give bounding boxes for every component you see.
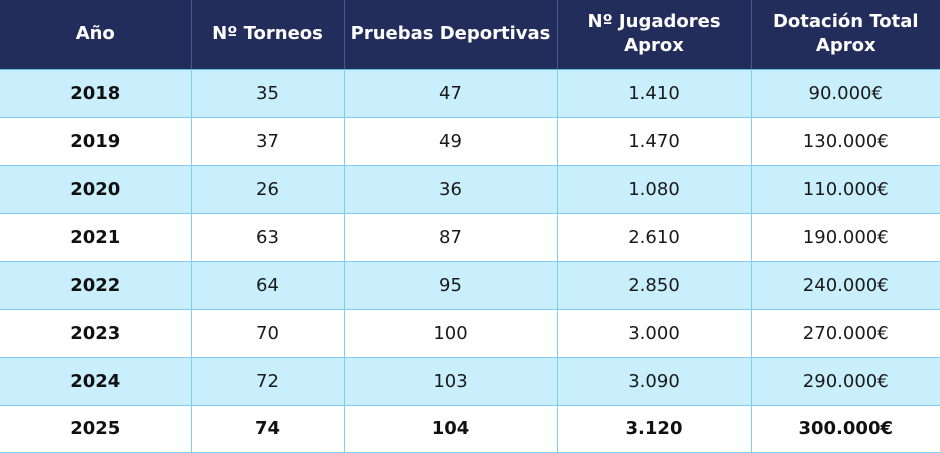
cell-total-prize: 290.000€ [751, 357, 940, 406]
cell-tournaments: 72 [191, 357, 345, 406]
header-row: Año Nº Torneos Pruebas Deportivas Nº Jug… [0, 0, 940, 70]
table-header: Año Nº Torneos Pruebas Deportivas Nº Jug… [0, 0, 940, 70]
cell-sport-events: 49 [344, 117, 558, 166]
cell-total-prize: 110.000€ [751, 165, 940, 214]
cell-tournaments: 35 [191, 69, 345, 118]
cell-players: 2.610 [557, 213, 752, 262]
header-year: Año [0, 0, 192, 70]
cell-total-prize: 300.000€ [751, 405, 940, 453]
cell-tournaments: 26 [191, 165, 345, 214]
cell-players: 1.080 [557, 165, 752, 214]
cell-players: 3.000 [557, 309, 752, 358]
cell-tournaments: 70 [191, 309, 345, 358]
cell-players: 1.470 [557, 117, 752, 166]
cell-sport-events: 103 [344, 357, 558, 406]
cell-players: 3.090 [557, 357, 752, 406]
cell-tournaments: 37 [191, 117, 345, 166]
cell-total-prize: 190.000€ [751, 213, 940, 262]
cell-tournaments: 74 [191, 405, 345, 453]
cell-sport-events: 100 [344, 309, 558, 358]
cell-year: 2020 [0, 165, 192, 214]
cell-sport-events: 104 [344, 405, 558, 453]
cell-total-prize: 240.000€ [751, 261, 940, 310]
cell-total-prize: 270.000€ [751, 309, 940, 358]
cell-year: 2019 [0, 117, 192, 166]
cell-year: 2021 [0, 213, 192, 262]
cell-players: 3.120 [557, 405, 752, 453]
cell-year: 2023 [0, 309, 192, 358]
cell-year: 2022 [0, 261, 192, 310]
table-row: 2024 72 103 3.090 290.000€ [0, 357, 940, 406]
cell-tournaments: 63 [191, 213, 345, 262]
table-row: 2022 64 95 2.850 240.000€ [0, 261, 940, 310]
cell-sport-events: 87 [344, 213, 558, 262]
cell-year: 2024 [0, 357, 192, 406]
header-sport-events: Pruebas Deportivas [344, 0, 558, 70]
table-row: 2025 74 104 3.120 300.000€ [0, 405, 940, 453]
header-total-prize: Dotación Total Aprox [751, 0, 940, 70]
cell-players: 2.850 [557, 261, 752, 310]
table-row: 2019 37 49 1.470 130.000€ [0, 117, 940, 166]
cell-sport-events: 36 [344, 165, 558, 214]
cell-year: 2018 [0, 69, 192, 118]
cell-total-prize: 90.000€ [751, 69, 940, 118]
cell-year: 2025 [0, 405, 192, 453]
cell-sport-events: 95 [344, 261, 558, 310]
table-row: 2020 26 36 1.080 110.000€ [0, 165, 940, 214]
cell-tournaments: 64 [191, 261, 345, 310]
header-players: Nº Jugadores Aprox [557, 0, 752, 70]
table-row: 2018 35 47 1.410 90.000€ [0, 69, 940, 118]
table-row: 2023 70 100 3.000 270.000€ [0, 309, 940, 358]
cell-sport-events: 47 [344, 69, 558, 118]
cell-total-prize: 130.000€ [751, 117, 940, 166]
header-tournaments: Nº Torneos [191, 0, 345, 70]
cell-players: 1.410 [557, 69, 752, 118]
table-body: 2018 35 47 1.410 90.000€ 2019 37 49 1.47… [0, 69, 940, 453]
table-row: 2021 63 87 2.610 190.000€ [0, 213, 940, 262]
